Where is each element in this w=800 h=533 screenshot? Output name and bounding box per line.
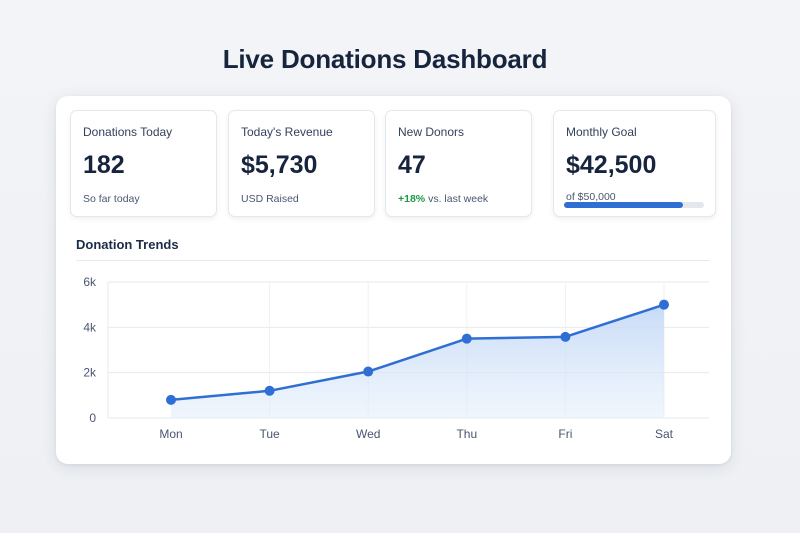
x-tick-label: Wed <box>356 427 380 441</box>
data-point <box>659 299 669 310</box>
card-label: Monthly Goal <box>566 125 637 139</box>
y-tick-label: 0 <box>89 411 96 425</box>
x-tick-label: Sat <box>655 427 674 441</box>
data-point <box>461 333 472 344</box>
section-divider <box>76 260 710 261</box>
growth-badge: +18% <box>398 193 426 205</box>
growth-caption: vs. last week <box>425 193 489 205</box>
x-tick-label: Fri <box>558 427 572 441</box>
card-value: $5,730 <box>241 151 318 179</box>
x-tick-label: Tue <box>259 427 280 441</box>
card-label: Donations Today <box>83 125 173 139</box>
trend-area <box>171 304 664 418</box>
card-label: Today's Revenue <box>241 125 333 139</box>
card-subtext: So far today <box>83 193 140 205</box>
card-value: $42,500 <box>566 151 657 179</box>
y-tick-label: 2k <box>83 366 97 380</box>
y-tick-label: 4k <box>83 320 97 334</box>
x-tick-label: Mon <box>159 427 182 441</box>
new-donors-card: New Donors 47 +18% vs. last week <box>385 110 532 217</box>
page-title: Live Donations Dashboard <box>222 44 548 74</box>
goal-progress-fill <box>564 202 683 208</box>
dashboard-panel: Donations Today 182 So far today Today's… <box>56 96 731 464</box>
data-point <box>363 366 374 377</box>
y-tick-label: 6k <box>83 275 97 289</box>
goal-progress-bar <box>564 202 704 208</box>
donations-today-card: Donations Today 182 So far today <box>70 110 217 217</box>
data-point <box>166 394 176 405</box>
card-subtext: +18% vs. last week <box>398 193 519 205</box>
revenue-card: Today's Revenue $5,730 USD Raised <box>228 110 375 217</box>
data-point <box>560 331 571 342</box>
data-point <box>264 385 275 396</box>
card-label: New Donors <box>398 125 465 139</box>
trend-line <box>170 303 665 402</box>
trends-title: Donation Trends <box>76 237 179 252</box>
card-subtext: of $50,000 <box>566 191 616 203</box>
card-subtext: USD Raised <box>241 193 299 205</box>
card-value: 182 <box>83 151 125 179</box>
x-tick-label: Thu <box>456 427 477 441</box>
card-value: 47 <box>398 151 426 179</box>
monthly-goal-card: Monthly Goal $42,500 of $50,000 <box>553 110 716 217</box>
donation-trends-chart: 0 2k 4k 6k Mon Tue Wed Thu Fri Sat <box>83 275 709 441</box>
